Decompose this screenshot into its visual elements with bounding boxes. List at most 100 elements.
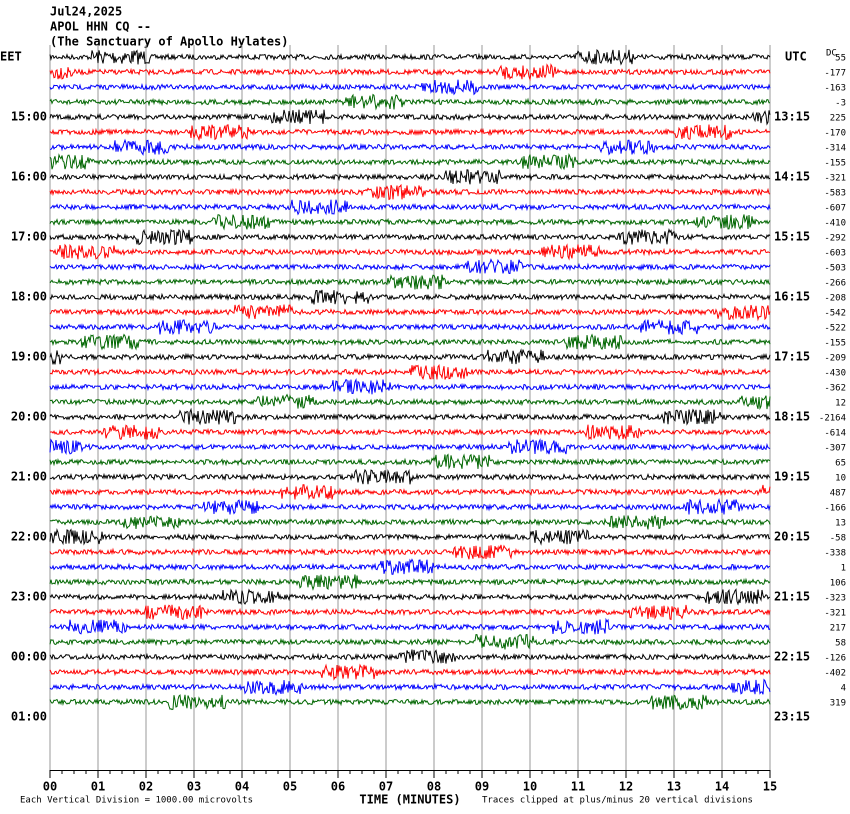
dc-value: 106 xyxy=(830,579,846,589)
right-time: 18:15 xyxy=(774,410,810,424)
dc-value: -177 xyxy=(824,69,846,79)
trace xyxy=(49,424,771,441)
dc-value: 225 xyxy=(830,114,846,124)
header-station: APOL HHN CQ -- xyxy=(50,20,151,34)
trace xyxy=(49,214,771,231)
right-time: 23:15 xyxy=(774,710,810,724)
dc-value: -323 xyxy=(824,594,846,604)
trace xyxy=(49,138,771,156)
dc-value: -3 xyxy=(835,99,846,109)
trace xyxy=(49,109,771,126)
right-time: 19:15 xyxy=(774,470,810,484)
dc-value: 13 xyxy=(835,519,846,529)
dc-value: -266 xyxy=(824,279,846,289)
trace xyxy=(49,63,771,82)
dc-value: -163 xyxy=(824,84,846,94)
left-time: 01:00 xyxy=(11,710,47,724)
dc-value: -170 xyxy=(824,129,846,139)
trace xyxy=(49,604,771,621)
dc-value: 1 xyxy=(841,564,846,574)
trace xyxy=(49,649,771,665)
left-time: 22:00 xyxy=(11,530,47,544)
dc-value: 65 xyxy=(835,459,846,469)
trace xyxy=(49,393,771,411)
dc-value: 55 xyxy=(835,54,846,64)
trace xyxy=(49,633,771,650)
dc-value: -542 xyxy=(824,309,846,319)
trace xyxy=(49,484,771,501)
left-time: 20:00 xyxy=(11,410,47,424)
x-axis-label: TIME (MINUTES) xyxy=(359,793,460,807)
dc-value: 58 xyxy=(835,639,846,649)
trace xyxy=(49,438,771,455)
trace xyxy=(49,574,771,591)
left-zone: EET xyxy=(0,50,22,64)
dc-value: -321 xyxy=(824,609,846,619)
dc-value: -607 xyxy=(824,204,846,214)
trace xyxy=(49,544,771,560)
x-tick-label: 05 xyxy=(283,780,297,794)
x-tick-label: 11 xyxy=(571,780,585,794)
right-time: 22:15 xyxy=(774,650,810,664)
header-date: Jul24,2025 xyxy=(50,5,122,19)
dc-value: -522 xyxy=(824,324,846,334)
x-tick-label: 08 xyxy=(427,780,441,794)
right-zone: UTC xyxy=(785,50,807,64)
x-tick-label: 07 xyxy=(379,780,393,794)
dc-value: -58 xyxy=(830,534,846,544)
dc-value: 10 xyxy=(835,474,846,484)
trace xyxy=(49,528,771,546)
trace xyxy=(50,199,771,216)
left-time: 15:00 xyxy=(11,110,47,124)
dc-value: 319 xyxy=(830,699,846,709)
trace xyxy=(49,468,771,485)
left-time: 17:00 xyxy=(11,230,47,244)
trace xyxy=(49,318,771,336)
dc-value: -430 xyxy=(824,369,846,379)
right-time: 15:15 xyxy=(774,230,810,244)
left-time: 00:00 xyxy=(11,650,47,664)
trace xyxy=(49,617,771,635)
trace xyxy=(49,588,771,606)
x-tick-label: 06 xyxy=(331,780,345,794)
trace xyxy=(49,364,771,380)
trace xyxy=(49,498,771,515)
dc-label: DC xyxy=(826,49,837,59)
dc-value: -362 xyxy=(824,384,846,394)
dc-value: -614 xyxy=(824,429,846,439)
x-tick-label: 01 xyxy=(91,780,105,794)
dc-value: -321 xyxy=(824,174,846,184)
dc-value: -338 xyxy=(824,549,846,559)
right-time: 20:15 xyxy=(774,530,810,544)
dc-value: 12 xyxy=(835,399,846,409)
right-time: 21:15 xyxy=(774,590,810,604)
trace xyxy=(49,663,771,681)
right-time: 16:15 xyxy=(774,290,810,304)
trace xyxy=(49,49,771,66)
x-tick-label: 13 xyxy=(667,780,681,794)
dc-value: 4 xyxy=(841,684,846,694)
left-time: 23:00 xyxy=(11,590,47,604)
trace xyxy=(49,124,771,142)
left-time: 21:00 xyxy=(11,470,47,484)
x-tick-label: 15 xyxy=(763,780,777,794)
x-tick-label: 12 xyxy=(619,780,633,794)
dc-value: 217 xyxy=(830,624,846,634)
dc-value: -2164 xyxy=(819,414,846,424)
dc-value: -208 xyxy=(824,294,846,304)
x-tick-label: 09 xyxy=(475,780,489,794)
dc-value: -307 xyxy=(824,444,846,454)
dc-value: -166 xyxy=(824,504,846,514)
dc-value: -314 xyxy=(824,144,846,154)
footer-right: Traces clipped at plus/minus 20 vertical… xyxy=(482,796,753,806)
trace xyxy=(49,152,771,171)
dc-value: -503 xyxy=(824,264,846,274)
header-site: (The Sanctuary of Apollo Hylates) xyxy=(50,35,288,49)
dc-value: -603 xyxy=(824,249,846,259)
trace xyxy=(49,289,771,305)
trace xyxy=(49,348,771,365)
trace xyxy=(49,274,771,290)
trace xyxy=(49,558,771,575)
